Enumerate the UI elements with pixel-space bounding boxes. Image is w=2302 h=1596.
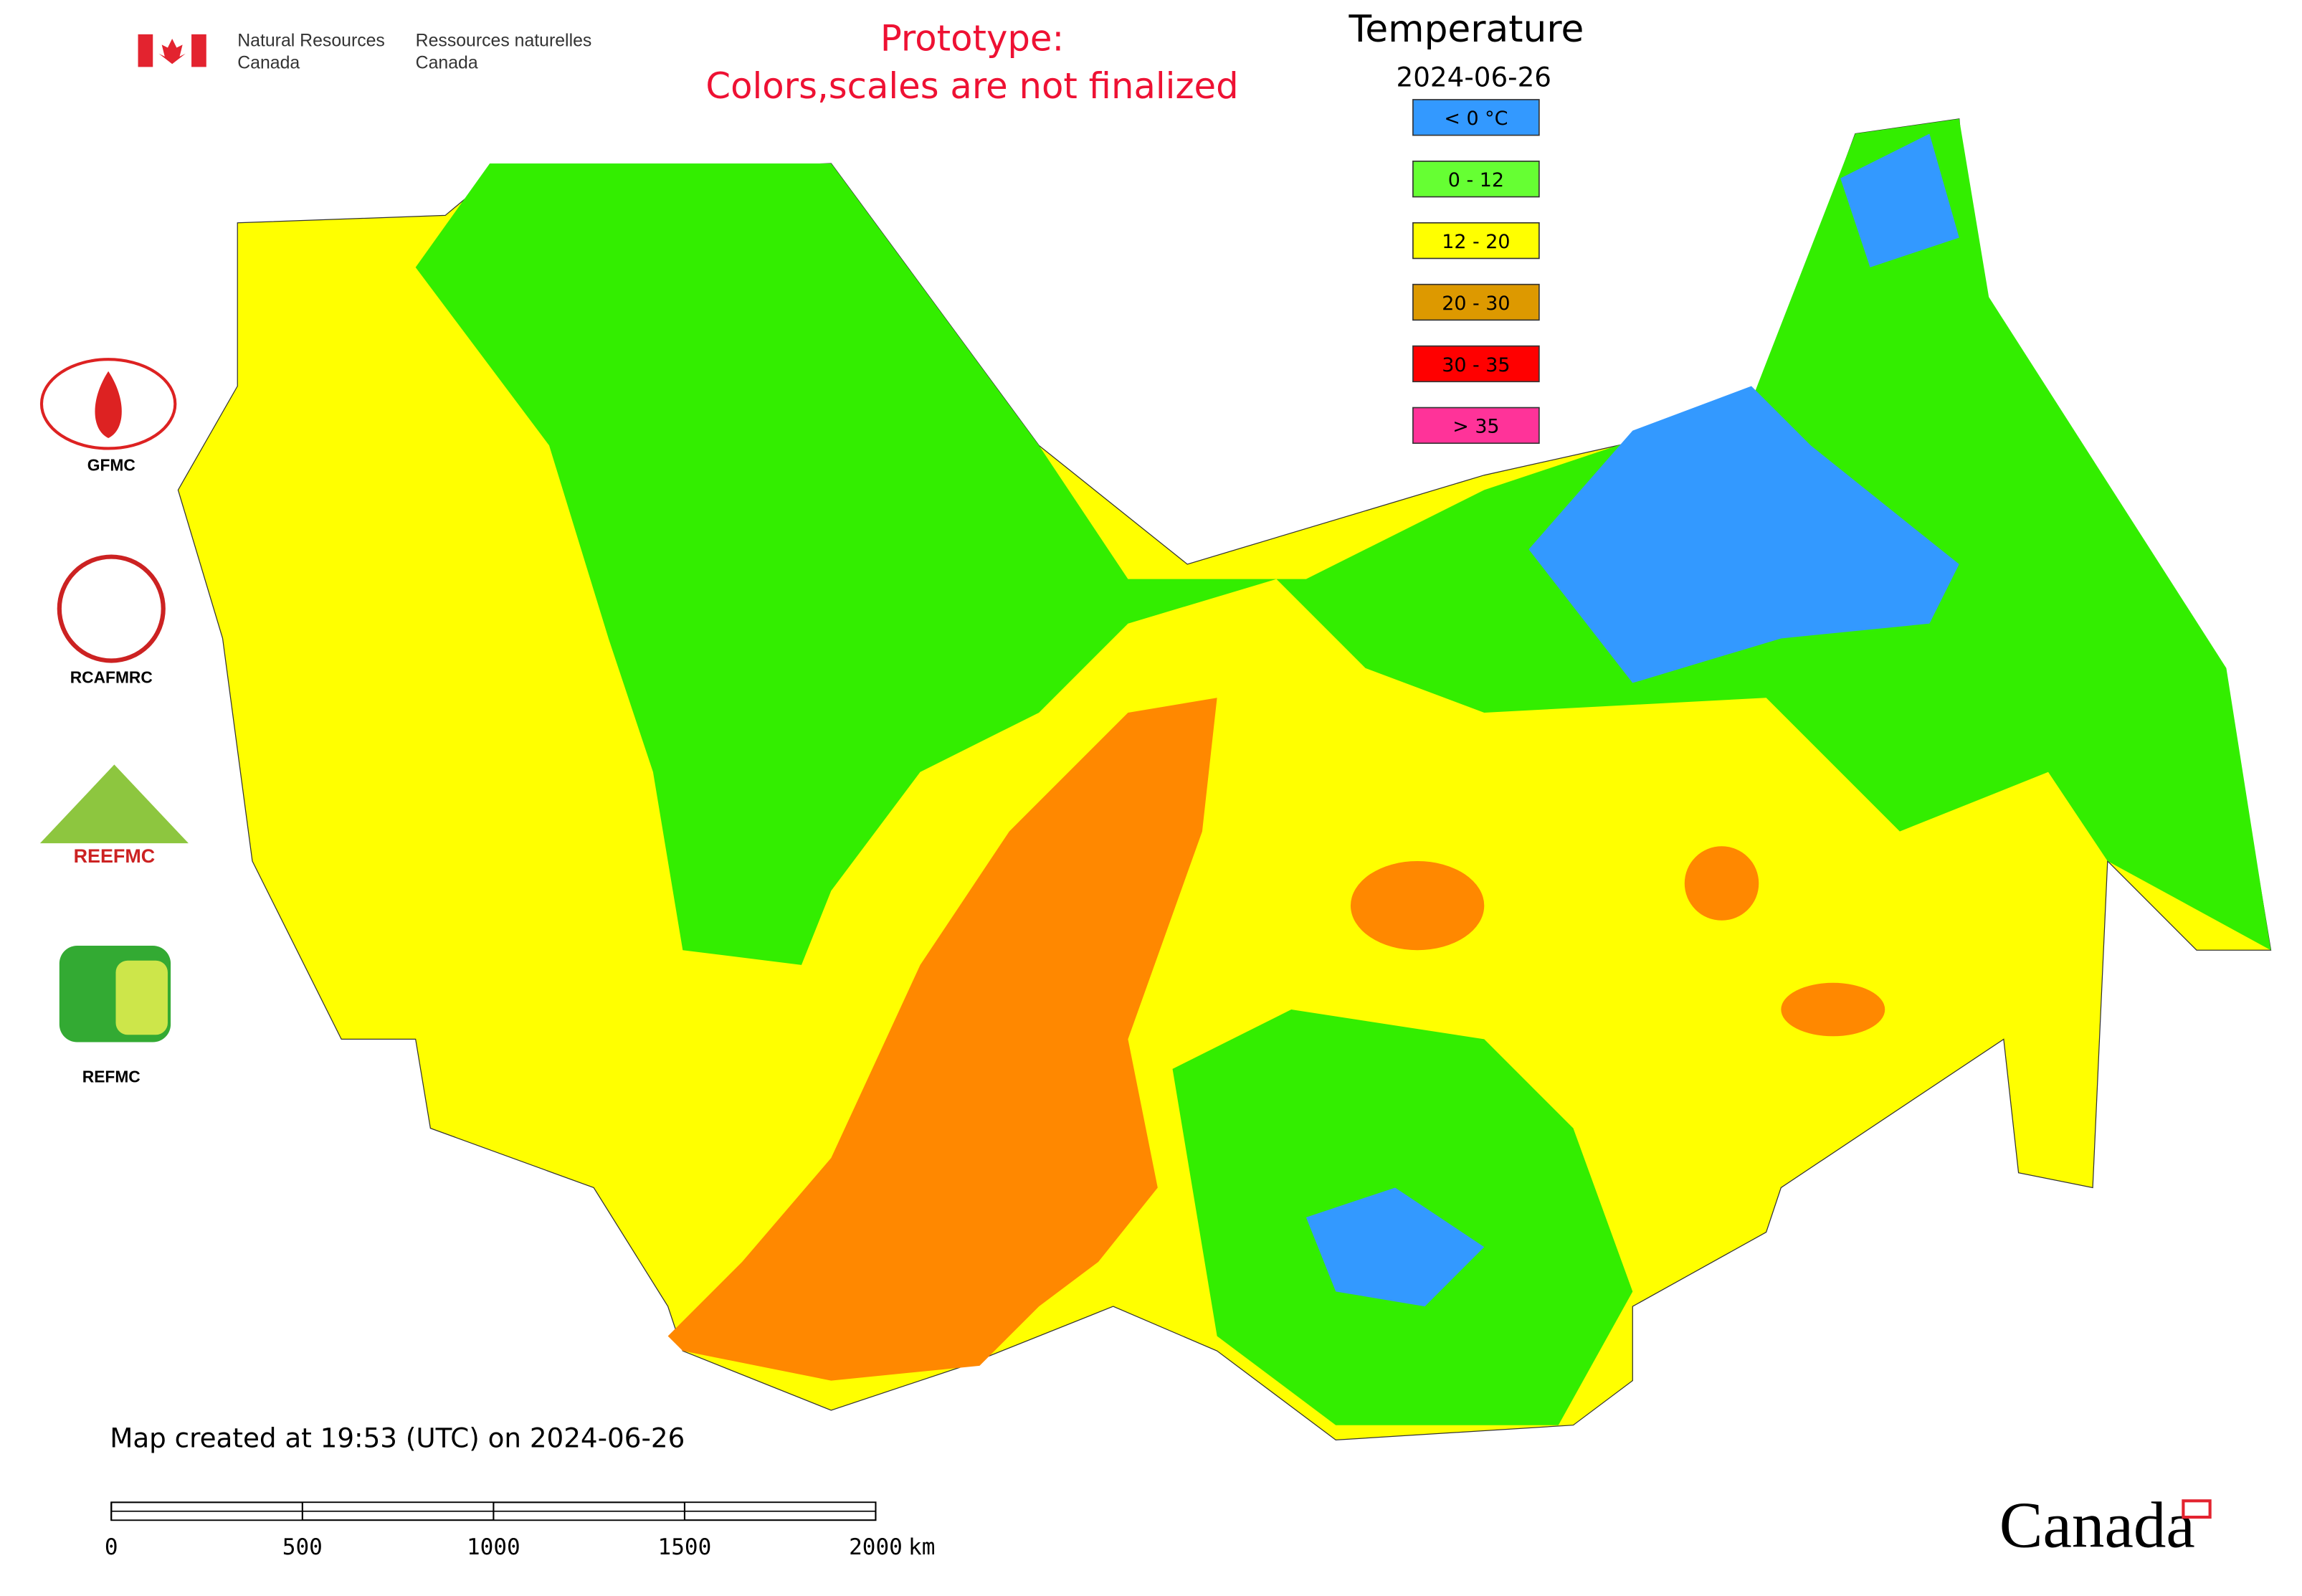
rcafmrc-logo — [57, 554, 166, 663]
gfmc-logo — [39, 358, 177, 450]
agency-fr: Canada — [416, 53, 478, 72]
legend: < 0 °C 0 - 12 12 - 20 20 - 30 30 - 35 > 35 — [1412, 99, 1540, 445]
wordmark-flag — [2182, 1499, 2212, 1519]
created-note: Map created at 19:53 (UTC) on 2024-06-26 — [110, 1422, 685, 1454]
scale-label: 1000 — [467, 1534, 520, 1560]
legend-label: > 35 — [1452, 416, 1499, 438]
scale-segment — [301, 1501, 495, 1512]
legend-label: 0 - 12 — [1448, 169, 1504, 191]
logo-label: REEFMC — [74, 845, 156, 867]
agency-en: Canada — [237, 53, 300, 72]
notice: Prototype: — [880, 18, 1064, 60]
region-orange — [1781, 982, 1885, 1037]
region-green — [415, 118, 2271, 965]
flag-bar — [138, 34, 153, 67]
legend-swatch — [1412, 283, 1540, 321]
legend-title: Temperature — [1349, 8, 1584, 51]
header: Natural Resources Canada Ressources natu… — [138, 31, 592, 72]
logos: GFMC RCAFMRC REEFMC REFMC — [39, 358, 189, 1086]
scale-segment — [493, 1510, 685, 1521]
agency-fr: Ressources naturelles — [416, 31, 592, 50]
map-area — [177, 118, 2272, 1441]
legend-label: 30 - 35 — [1442, 354, 1510, 376]
logo-label: GFMC — [87, 456, 135, 475]
legend-swatch — [1412, 222, 1540, 260]
scale-segment — [110, 1510, 303, 1521]
legend-date: 2024-06-26 — [1397, 61, 1551, 92]
refmc-logo — [115, 960, 168, 1035]
scale-label: 500 — [282, 1534, 323, 1560]
reefmc-logo — [39, 764, 189, 844]
region-orange — [667, 698, 1217, 1381]
region-blue — [1840, 133, 1959, 267]
scale-unit: km — [908, 1534, 935, 1560]
legend-label: 20 - 30 — [1442, 293, 1510, 315]
legend-label: < 0 °C — [1444, 108, 1508, 130]
agency-en: Natural Resources — [237, 31, 385, 50]
wordmark: Canada — [1999, 1488, 2195, 1561]
region-blue — [1528, 386, 1959, 683]
legend-label: 12 - 20 — [1442, 231, 1510, 253]
scale-segment — [684, 1501, 877, 1512]
flag-bar — [191, 34, 206, 67]
region-orange — [1350, 860, 1485, 951]
scale-label: 0 — [105, 1534, 118, 1560]
region-blue — [1305, 1187, 1485, 1307]
gfmc-flame — [95, 371, 122, 438]
legend-swatch — [1412, 407, 1540, 445]
scale-bar: 0 500 1000 1500 2000 km — [105, 1501, 935, 1560]
legend-swatch — [1412, 161, 1540, 198]
maple-leaf — [158, 39, 186, 65]
legend-swatch — [1412, 99, 1540, 136]
logo-label: REFMC — [82, 1067, 141, 1086]
scale-label: 2000 — [849, 1534, 903, 1560]
scale-label: 1500 — [658, 1534, 712, 1560]
logo-label: RCAFMRC — [70, 668, 153, 687]
notice: Colors,scales are not finalized — [705, 65, 1238, 107]
region-orange — [1684, 846, 1759, 921]
legend-swatch — [1412, 345, 1540, 383]
